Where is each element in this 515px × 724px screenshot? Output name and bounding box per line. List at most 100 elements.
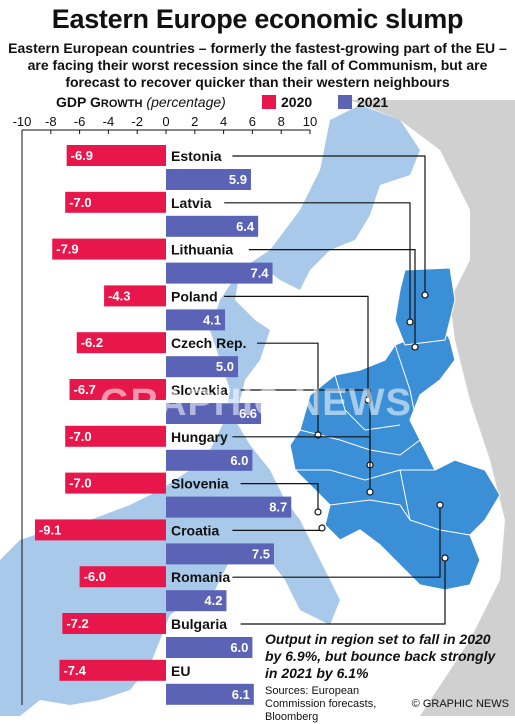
bar-value-label-2020: -9.1	[39, 522, 61, 537]
bar-2021	[166, 309, 226, 331]
x-tick-label: 2	[191, 114, 198, 129]
legend-label-2021: 2021	[357, 94, 389, 110]
bar-2021	[166, 215, 259, 237]
leader-line	[232, 528, 323, 531]
bar-2021	[166, 590, 227, 612]
bar-2021	[166, 496, 292, 518]
bar-2020	[62, 613, 166, 634]
country-label: Slovenia	[171, 476, 229, 492]
leader-dot	[366, 488, 374, 496]
x-axis: -10 -8 -6 -4 -2 0 2 4 6 8 10	[13, 114, 317, 705]
bar-value-label-2021: 6.6	[239, 406, 257, 421]
bar-value-label-2021: 6.0	[230, 640, 248, 655]
bar-value-label-2020: -6.2	[81, 335, 103, 350]
bar-2020	[59, 659, 166, 681]
x-tick-label: 8	[278, 114, 285, 129]
summary-note: Output in region set to fall in 2020 by …	[265, 631, 496, 681]
x-tick-label: 10	[303, 114, 317, 129]
legend-swatch-2020	[262, 95, 276, 109]
bar-value-label-2020: -4.3	[108, 288, 130, 303]
bar-2021	[166, 543, 274, 565]
country-label: Estonia	[171, 148, 222, 164]
bar-2020	[65, 425, 166, 447]
leader-line	[257, 342, 319, 435]
x-tick-label: -4	[103, 114, 115, 129]
bar-value-label-2020: -7.9	[56, 242, 78, 257]
bar-2021	[166, 356, 238, 378]
leader-line	[224, 295, 369, 400]
bar-2020	[79, 566, 166, 588]
bar-2021	[166, 169, 251, 190]
country-label: Lithuania	[171, 242, 233, 258]
bar-value-label-2020: -7.0	[69, 476, 91, 491]
sources: Sources: European Commission forecasts, …	[265, 685, 377, 723]
bar-2020	[52, 238, 166, 260]
bar-value-label-2021: 6.1	[232, 687, 250, 702]
bar-value-label-2020: -6.0	[84, 569, 106, 584]
bar-value-label-2021: 8.7	[269, 500, 287, 515]
bar-value-label-2020: -6.9	[71, 148, 93, 163]
bar-value-label-2021: 6.4	[236, 219, 255, 234]
x-tick-label: 4	[220, 114, 227, 129]
bar-value-label-2020: -7.0	[69, 195, 91, 210]
country-label: Bulgaria	[171, 616, 227, 632]
bar-2020	[65, 191, 166, 213]
bar-2021	[166, 403, 262, 424]
x-tick-label: 6	[249, 114, 256, 129]
bar-value-label-2021: 4.2	[204, 593, 222, 608]
legend-label-2020: 2020	[281, 94, 313, 110]
map-eu-west	[0, 105, 420, 716]
bar-value-label-2021: 5.0	[216, 359, 234, 374]
legend-swatch-2021	[338, 95, 352, 109]
bar-2021	[166, 262, 273, 284]
map-non-eu-land	[350, 100, 515, 716]
leader-dot	[436, 501, 444, 509]
bars-group	[34, 145, 292, 705]
bar-value-label-2020: -7.4	[63, 663, 86, 678]
leader-dot	[411, 343, 419, 351]
bar-2021	[166, 683, 254, 705]
country-label: EU	[171, 663, 190, 679]
labels-group: -6.9 5.9 Estonia -7.0 6.4 Latvia -7.9 7.4 Lithua…	[39, 148, 287, 702]
watermark: GRAPHIC NEWS	[100, 382, 412, 424]
bar-value-label-2020: -6.7	[74, 382, 96, 397]
legend-item-2021: 2021	[338, 94, 388, 110]
leader-line	[232, 436, 371, 492]
bar-value-label-2021: 7.5	[252, 546, 270, 561]
leader-dot	[441, 554, 449, 562]
bar-value-label-2021: 4.1	[203, 312, 221, 327]
bar-2021	[166, 637, 253, 658]
country-label: Czech Rep.	[171, 335, 246, 351]
leader-dot	[314, 508, 322, 516]
x-tick-label: -6	[74, 114, 86, 129]
x-tick-label: -2	[131, 114, 143, 129]
bar-value-label-2020: -7.2	[66, 616, 88, 631]
bar-2020	[104, 285, 166, 307]
bar-2020	[69, 379, 166, 400]
leader-line	[232, 155, 426, 295]
leader-dot	[421, 291, 429, 299]
page-title: Eastern Europe economic slump	[51, 4, 464, 34]
country-label: Poland	[171, 288, 218, 304]
bar-2021	[166, 449, 253, 471]
country-label: Croatia	[171, 522, 219, 538]
axis-title-main: GDP G	[56, 94, 101, 110]
bar-2020	[66, 145, 166, 166]
axis-title-unit: (percentage)	[146, 94, 226, 110]
credit: © GRAPHIC NEWS	[411, 698, 509, 710]
chart-axis-title: GDP GROWTH (percentage)	[56, 94, 226, 110]
leader-line	[240, 558, 446, 625]
x-tick-label: 0	[162, 114, 169, 129]
country-label: Latvia	[171, 195, 212, 211]
bar-value-label-2021: 5.9	[229, 172, 247, 187]
leader-line	[248, 249, 416, 347]
legend-item-2020: 2020	[262, 94, 312, 110]
leader-dot	[406, 318, 414, 326]
country-label: Hungary	[171, 429, 228, 445]
country-label: Slovakia	[171, 382, 228, 398]
bar-value-label-2020: -7.0	[69, 429, 91, 444]
x-tick-label: -10	[13, 114, 32, 129]
axis-title-smallcaps: ROWTH	[100, 98, 143, 110]
